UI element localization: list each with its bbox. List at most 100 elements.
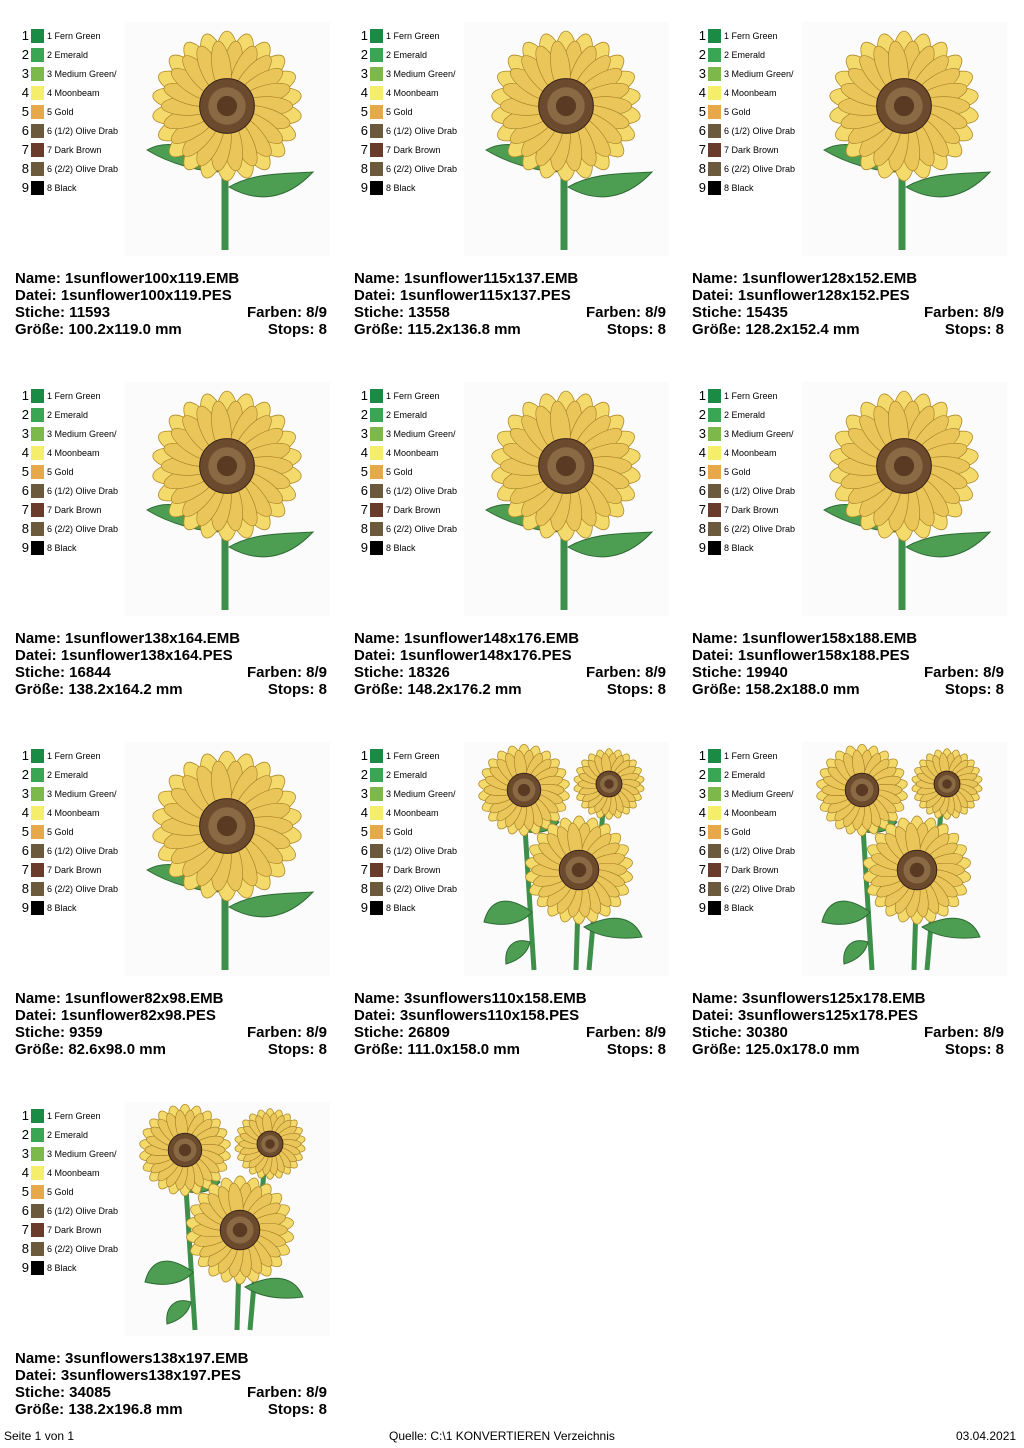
thread-color-label: 2 Emerald (724, 50, 766, 60)
thread-color-swatch (708, 465, 721, 479)
thread-color-swatch (370, 541, 383, 555)
thread-color-row: 4 4 Moonbeam (358, 85, 488, 101)
thread-color-label: 8 Black (386, 183, 416, 193)
thread-color-label: 2 Emerald (47, 1130, 89, 1140)
design-info: Name: 3sunflowers138x197.EMB Datei: 3sunf… (15, 1350, 327, 1418)
thread-color-swatch (31, 844, 44, 858)
thread-color-swatch (31, 465, 44, 479)
thread-color-number: 1 (21, 748, 29, 763)
design-name: Name: 1sunflower138x164.EMB (15, 630, 241, 647)
stop-count: Stops: 8 (267, 1041, 327, 1058)
thread-color-swatch (31, 427, 44, 441)
design-card: 1 1 Fern Green 2 2 Emerald 3 3 Medium Green/4… (15, 22, 330, 368)
thread-color-number: 6 (360, 843, 368, 858)
thread-color-row: 4 4 Moonbeam (696, 805, 826, 821)
thread-color-number: 1 (698, 388, 706, 403)
thread-color-swatch (708, 882, 721, 896)
thread-color-row: 6 6 (1/2) Olive Drab (696, 843, 826, 859)
three-sunflowers-embroidery-image (125, 1102, 330, 1336)
thread-color-row: 1 1 Fern Green (19, 28, 149, 44)
thread-color-number: 6 (21, 483, 29, 498)
thread-color-swatch (31, 749, 44, 763)
thread-color-swatch (31, 1109, 44, 1123)
thread-color-number: 6 (21, 843, 29, 858)
thread-color-label: 5 Gold (386, 107, 413, 117)
thread-color-row: 3 3 Medium Green/ (19, 66, 149, 82)
thread-color-label: 7 Dark Brown (386, 145, 441, 155)
thread-color-swatch (708, 503, 721, 517)
thread-color-row: 4 4 Moonbeam (358, 445, 488, 461)
thread-color-row: 5 5 Gold (696, 824, 826, 840)
thread-color-label: 1 Fern Green (386, 391, 440, 401)
thread-color-row: 8 6 (2/2) Olive Drab (19, 161, 149, 177)
thread-color-row: 5 5 Gold (19, 824, 149, 840)
design-info: Name: 1sunflower138x164.EMB Datei: 1sunfl… (15, 630, 327, 698)
thread-color-swatch (708, 427, 721, 441)
thread-color-number: 8 (698, 881, 706, 896)
design-size: Größe: 111.0x158.0 mm (354, 1041, 520, 1058)
thread-color-row: 1 1 Fern Green (358, 388, 488, 404)
thread-color-label: 2 Emerald (386, 50, 428, 60)
thread-color-swatch (370, 408, 383, 422)
thread-color-number: 8 (21, 881, 29, 896)
stop-count: Stops: 8 (606, 681, 666, 698)
thread-color-row: 1 1 Fern Green (19, 748, 149, 764)
color-count: Farben: 8/9 (585, 664, 666, 681)
design-file: Datei: 3sunflowers125x178.PES (692, 1007, 918, 1024)
thread-color-number: 7 (21, 502, 29, 517)
thread-color-label: 3 Medium Green/ (724, 69, 794, 79)
thread-color-label: 6 (2/2) Olive Drab (386, 884, 458, 894)
thread-color-number: 2 (21, 407, 29, 422)
thread-color-number: 5 (360, 104, 368, 119)
thread-color-row: 8 6 (2/2) Olive Drab (358, 521, 488, 537)
thread-color-label: 7 Dark Brown (47, 1225, 102, 1235)
thread-color-number: 1 (360, 28, 368, 43)
thread-color-row: 8 6 (2/2) Olive Drab (358, 161, 488, 177)
thread-color-label: 3 Medium Green/ (386, 69, 456, 79)
thread-color-swatch (31, 787, 44, 801)
thread-color-swatch (370, 806, 383, 820)
thread-color-number: 2 (698, 407, 706, 422)
thread-color-row: 3 3 Medium Green/ (696, 66, 826, 82)
design-size: Größe: 100.2x119.0 mm (15, 321, 182, 338)
design-card: 1 1 Fern Green 2 2 Emerald 3 3 Medium Green/4… (354, 742, 669, 1088)
three-sunflowers-embroidery-image (464, 742, 669, 976)
thread-color-label: 6 (2/2) Olive Drab (47, 164, 119, 174)
thread-color-swatch (708, 787, 721, 801)
thread-color-number: 3 (698, 66, 706, 81)
thread-color-number: 3 (360, 426, 368, 441)
thread-color-row: 5 5 Gold (358, 464, 488, 480)
design-size: Größe: 82.6x98.0 mm (15, 1041, 166, 1058)
thread-color-row: 7 7 Dark Brown (358, 142, 488, 158)
thread-color-label: 8 Black (47, 903, 77, 913)
thread-color-row: 7 7 Dark Brown (358, 862, 488, 878)
thread-color-swatch (370, 124, 383, 138)
thread-color-label: 3 Medium Green/ (724, 789, 794, 799)
thread-color-number: 5 (21, 1184, 29, 1199)
design-name: Name: 3sunflowers125x178.EMB (692, 990, 926, 1007)
color-count: Farben: 8/9 (246, 1024, 327, 1041)
thread-color-row: 3 3 Medium Green/ (358, 786, 488, 802)
thread-color-label: 4 Moonbeam (724, 808, 777, 818)
thread-color-row: 8 6 (2/2) Olive Drab (19, 881, 149, 897)
thread-color-row: 7 7 Dark Brown (358, 502, 488, 518)
thread-color-swatch (370, 67, 383, 81)
thread-color-swatch (370, 86, 383, 100)
thread-color-row: 1 1 Fern Green (696, 28, 826, 44)
thread-color-row: 5 5 Gold (696, 104, 826, 120)
thread-color-number: 7 (21, 862, 29, 877)
thread-color-number: 2 (698, 47, 706, 62)
thread-color-number: 1 (21, 28, 29, 43)
color-count: Farben: 8/9 (923, 304, 1004, 321)
thread-color-swatch (708, 522, 721, 536)
thread-color-label: 6 (1/2) Olive Drab (386, 846, 458, 856)
thread-color-label: 5 Gold (47, 107, 74, 117)
thread-color-label: 6 (2/2) Olive Drab (47, 1244, 119, 1254)
thread-color-row: 2 2 Emerald (696, 47, 826, 63)
stop-count: Stops: 8 (267, 1401, 327, 1418)
design-info: Name: 1sunflower82x98.EMB Datei: 1sunflow… (15, 990, 327, 1058)
stitch-count: Stiche: 11593 (15, 304, 111, 321)
thread-color-row: 5 5 Gold (358, 104, 488, 120)
stitch-count: Stiche: 34085 (15, 1384, 111, 1401)
thread-color-swatch (370, 143, 383, 157)
